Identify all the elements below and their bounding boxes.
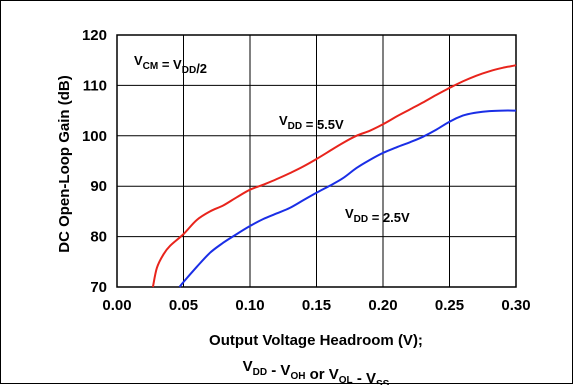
y-tick-label: 80 (90, 229, 107, 246)
condition-annotation: VCM = VDD/2 (134, 53, 207, 76)
x-tick-label: 0.20 (368, 297, 397, 314)
series-line-vdd-5v5 (153, 65, 516, 287)
x-tick-label: 0.05 (169, 297, 198, 314)
y-axis-label: DC Open-Loop Gain (dB) (56, 75, 73, 252)
x-tick-label: 0.10 (235, 297, 264, 314)
x-axis-label-line2: VDD - VOH or VOL - VSS (243, 358, 390, 385)
series-label-2v5: VDD = 2.5V (345, 206, 410, 225)
x-tick-label: 0.25 (435, 297, 464, 314)
series-label-5v5: VDD = 5.5V (279, 113, 344, 132)
series-lines (153, 65, 516, 287)
x-axis-label-line1: Output Voltage Headroom (V); (209, 332, 423, 349)
x-tick-label: 0.30 (501, 297, 530, 314)
x-tick-label: 0.15 (302, 297, 331, 314)
y-tick-label: 110 (83, 77, 107, 94)
y-tick-label: 100 (82, 128, 107, 145)
y-tick-label: 70 (90, 279, 107, 296)
x-tick-label: 0.00 (102, 297, 131, 314)
series-line-vdd-2v5 (180, 111, 517, 287)
grid (117, 35, 516, 287)
y-tick-label: 120 (82, 27, 107, 44)
y-tick-label: 90 (90, 178, 107, 195)
